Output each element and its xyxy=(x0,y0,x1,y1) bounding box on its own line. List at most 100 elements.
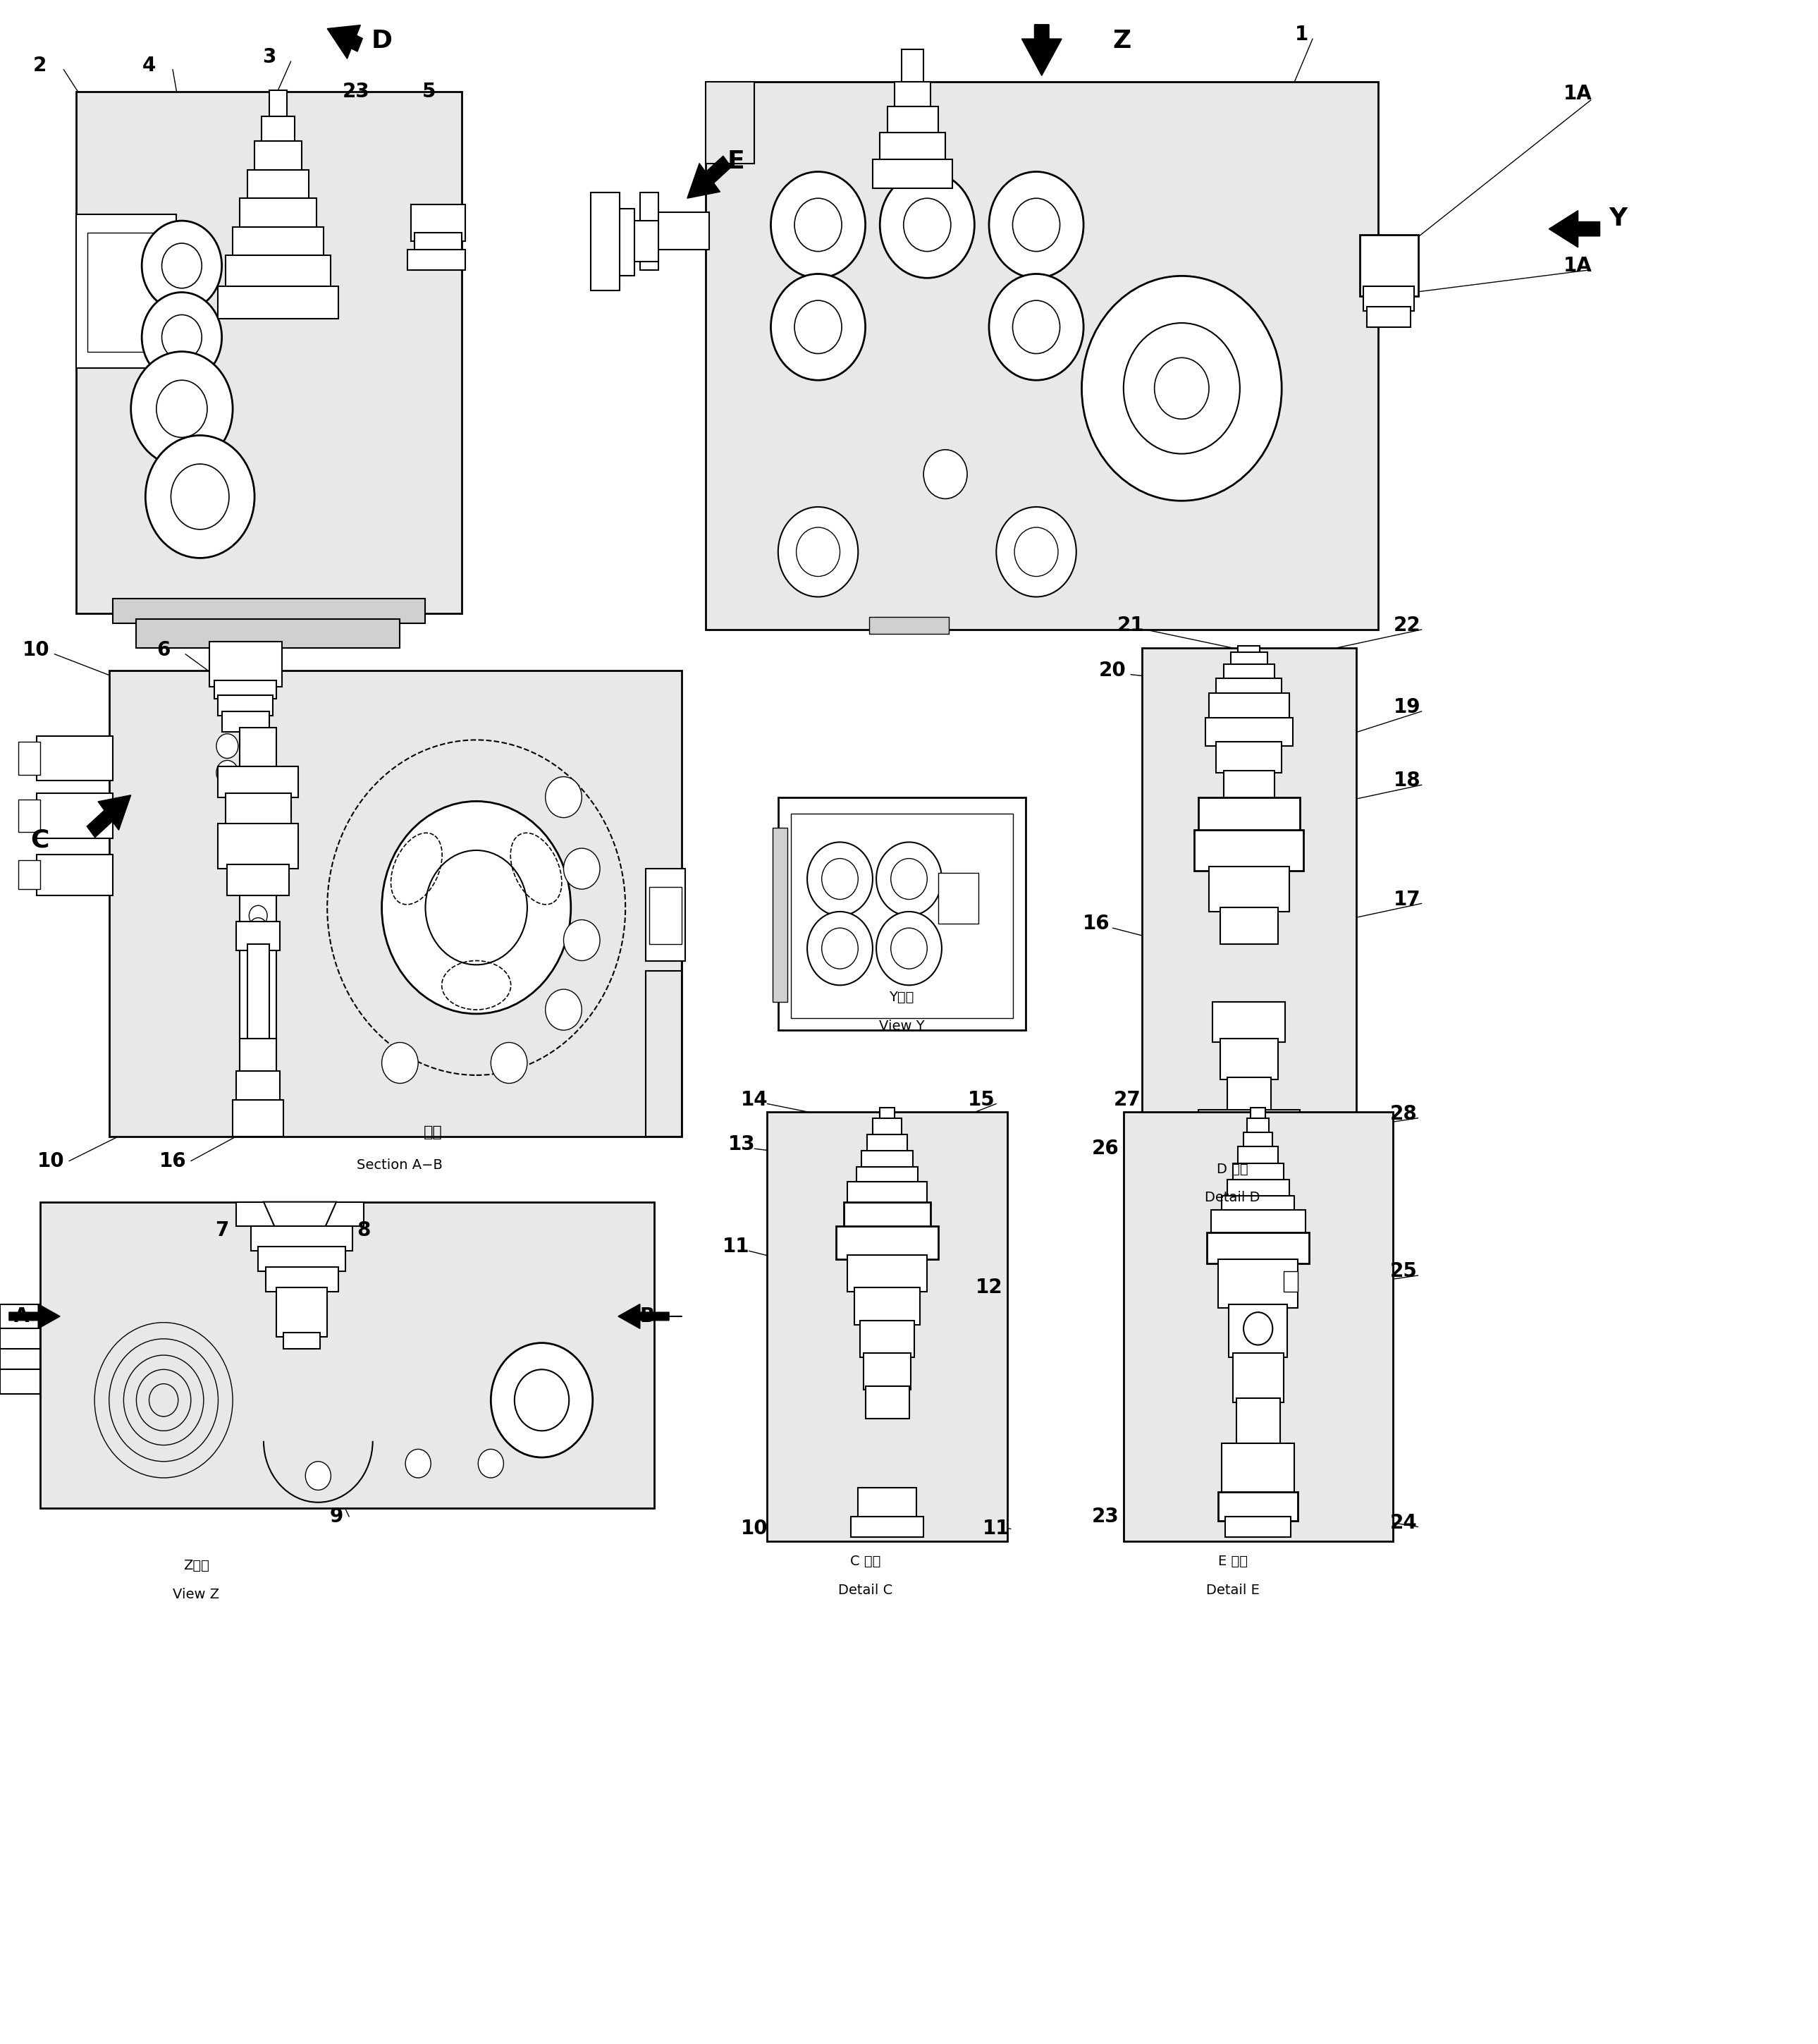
FancyArrow shape xyxy=(9,1304,60,1329)
Circle shape xyxy=(794,300,842,354)
Circle shape xyxy=(142,292,222,382)
Text: 27: 27 xyxy=(1113,1089,1142,1110)
Bar xyxy=(1142,648,1356,1196)
Bar xyxy=(258,1247,345,1271)
Bar xyxy=(873,159,953,188)
Text: A: A xyxy=(15,1306,29,1327)
Circle shape xyxy=(491,1343,593,1457)
Text: Z: Z xyxy=(1113,29,1131,53)
Polygon shape xyxy=(705,82,754,164)
Bar xyxy=(247,944,269,1042)
Text: 3: 3 xyxy=(262,47,276,67)
Bar xyxy=(705,82,1378,630)
Bar xyxy=(76,215,176,368)
Circle shape xyxy=(891,858,927,899)
Circle shape xyxy=(1013,300,1060,354)
Bar xyxy=(1364,286,1414,311)
Bar xyxy=(1220,1038,1278,1079)
Bar xyxy=(251,1226,353,1251)
Bar xyxy=(591,192,620,290)
Bar xyxy=(36,793,113,838)
Bar xyxy=(640,192,658,270)
Bar xyxy=(1216,679,1282,695)
Bar xyxy=(880,133,945,161)
Bar xyxy=(415,233,462,253)
Bar xyxy=(36,736,113,781)
Bar xyxy=(858,1488,916,1521)
FancyArrow shape xyxy=(87,795,131,838)
Text: C: C xyxy=(31,828,49,852)
Bar xyxy=(262,117,295,143)
Circle shape xyxy=(904,198,951,251)
Bar xyxy=(240,198,316,229)
Text: 11: 11 xyxy=(984,1519,1009,1539)
Circle shape xyxy=(807,842,873,916)
Circle shape xyxy=(382,1042,418,1083)
Circle shape xyxy=(989,274,1084,380)
Bar xyxy=(240,1038,276,1075)
Circle shape xyxy=(145,435,255,558)
Polygon shape xyxy=(264,1202,336,1230)
Bar xyxy=(862,1151,913,1169)
Bar xyxy=(1284,1271,1298,1292)
Circle shape xyxy=(142,221,222,311)
Bar xyxy=(1194,830,1304,871)
Text: 6: 6 xyxy=(156,640,171,660)
Bar xyxy=(887,106,938,135)
Bar xyxy=(18,861,40,889)
Bar xyxy=(1224,664,1274,681)
Bar xyxy=(1198,1110,1300,1196)
Circle shape xyxy=(796,527,840,576)
Bar xyxy=(218,766,298,797)
Text: 1: 1 xyxy=(1294,25,1309,45)
Text: Y: Y xyxy=(1609,206,1627,231)
Bar xyxy=(0,1369,40,1394)
Bar xyxy=(218,824,298,869)
Bar xyxy=(0,1304,40,1335)
Circle shape xyxy=(171,464,229,529)
Text: C 詳細: C 詳細 xyxy=(851,1555,880,1568)
Bar xyxy=(76,92,462,613)
Bar xyxy=(284,1333,320,1349)
Bar xyxy=(854,1288,920,1325)
Circle shape xyxy=(305,1461,331,1490)
Bar xyxy=(240,728,276,1136)
Text: 11: 11 xyxy=(724,1237,749,1257)
Bar xyxy=(40,1202,654,1508)
Circle shape xyxy=(514,1369,569,1431)
Circle shape xyxy=(778,507,858,597)
Bar xyxy=(1209,867,1289,912)
Bar xyxy=(1225,1517,1291,1537)
Bar xyxy=(265,1267,338,1292)
Bar xyxy=(1360,235,1418,296)
Bar xyxy=(1227,1179,1289,1198)
Circle shape xyxy=(794,198,842,251)
Text: 1A: 1A xyxy=(1563,255,1593,276)
Circle shape xyxy=(876,912,942,985)
Bar xyxy=(847,1181,927,1206)
Bar xyxy=(247,170,309,200)
Bar xyxy=(851,1517,924,1537)
Text: E 詳細: E 詳細 xyxy=(1218,1555,1247,1568)
Bar xyxy=(1224,771,1274,801)
Circle shape xyxy=(156,380,207,437)
Bar xyxy=(844,1202,931,1230)
Bar xyxy=(255,141,302,172)
Bar xyxy=(651,213,709,249)
Circle shape xyxy=(822,928,858,969)
Circle shape xyxy=(989,172,1084,278)
Circle shape xyxy=(405,1449,431,1478)
Bar xyxy=(233,1100,284,1136)
Text: Detail E: Detail E xyxy=(1205,1584,1260,1596)
Bar xyxy=(1222,1196,1294,1214)
Bar xyxy=(1238,646,1260,654)
FancyArrow shape xyxy=(618,1304,669,1329)
Circle shape xyxy=(807,912,873,985)
Text: 2: 2 xyxy=(33,55,47,76)
Bar xyxy=(236,1202,364,1226)
Bar xyxy=(1198,797,1300,834)
Text: 14: 14 xyxy=(742,1089,767,1110)
Text: 15: 15 xyxy=(967,1089,996,1110)
Bar xyxy=(880,1108,894,1120)
Bar xyxy=(1216,742,1282,773)
